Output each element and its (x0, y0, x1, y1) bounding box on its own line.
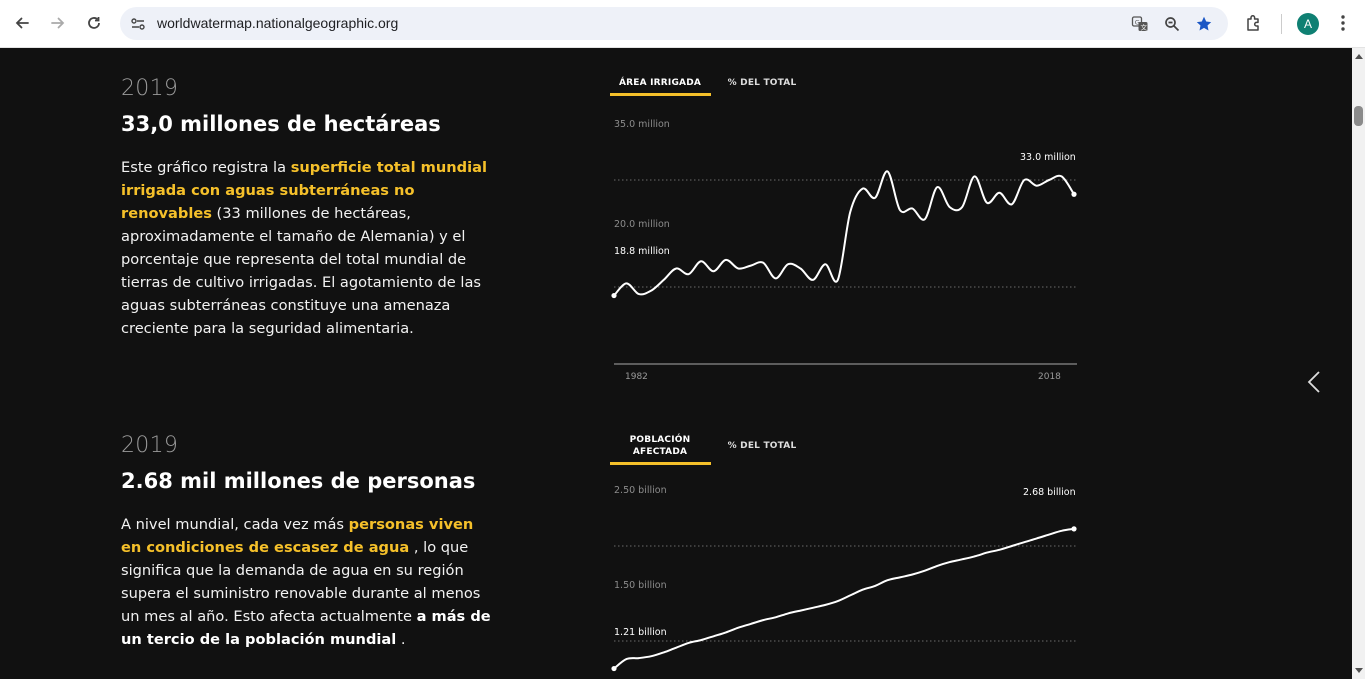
back-icon[interactable] (9, 10, 35, 36)
section-body: Este gráfico registra la superficie tota… (121, 156, 491, 340)
extensions-icon[interactable] (1242, 11, 1266, 35)
tab-percent-total[interactable]: % DEL TOTAL (727, 78, 797, 88)
chevron-left-icon[interactable] (1305, 370, 1323, 394)
body-text-part: (33 millones de hectáreas, aproximadamen… (121, 205, 482, 337)
body-text-part: Este gráfico registra la (121, 159, 291, 176)
body-text-part: , lo que significa que la demanda de agu… (121, 539, 481, 625)
avatar[interactable]: A (1297, 13, 1319, 35)
site-info-icon[interactable] (127, 13, 149, 35)
end-point (1071, 526, 1077, 532)
scroll-down-arrow[interactable] (1355, 668, 1363, 673)
start-value-label: 18.8 million (614, 246, 670, 257)
tab-affected-population[interactable]: POBLACIÓN AFECTADA (629, 435, 691, 457)
scroll-up-arrow[interactable] (1355, 54, 1363, 59)
scroll-thumb[interactable] (1354, 106, 1363, 126)
affected-population-chart (611, 526, 1077, 672)
section-body: A nivel mundial, cada vez más personas v… (121, 513, 491, 651)
zoom-icon[interactable] (1161, 13, 1183, 35)
page-content: 2019 33,0 millones de hectáreas Este grá… (0, 48, 1352, 679)
menu-dots-icon[interactable] (1331, 11, 1355, 35)
body-text-part: A nivel mundial, cada vez más (121, 516, 349, 533)
start-point (611, 665, 617, 672)
scrollbar[interactable] (1352, 48, 1365, 679)
section-year: 2019 (121, 433, 179, 458)
end-point (1071, 191, 1077, 197)
grid-label-bottom: 20.0 million (614, 219, 670, 230)
grid-label-bottom: 1.50 billion (614, 580, 667, 591)
water-scarcity-section: 2019 2.68 mil millones de personas A niv… (121, 433, 501, 651)
section-year: 2019 (121, 76, 179, 101)
data-line (613, 527, 1075, 670)
grid-label-top: 2.50 billion (614, 485, 667, 496)
avatar-letter: A (1303, 17, 1312, 31)
x-tick-label-end: 2018 (1038, 372, 1061, 382)
forward-icon[interactable] (45, 10, 71, 36)
start-point (611, 292, 617, 299)
tab-irrigated-area[interactable]: ÁREA IRRIGADA (618, 78, 702, 88)
start-value-label: 1.21 billion (614, 627, 667, 638)
irrigated-area-section: 2019 33,0 millones de hectáreas Este grá… (121, 76, 501, 340)
url-text[interactable]: worldwatermap.nationalgeographic.org (157, 15, 399, 31)
bookmark-star-icon[interactable] (1193, 13, 1215, 35)
svg-text:G: G (1135, 19, 1140, 27)
end-value-label: 33.0 million (1020, 152, 1076, 163)
x-tick-label-start: 1982 (625, 372, 648, 382)
reload-icon[interactable] (81, 10, 107, 36)
end-value-label: 2.68 billion (1023, 487, 1076, 498)
grid-label-top: 35.0 million (614, 119, 670, 130)
data-line (613, 170, 1075, 297)
body-text-part: . (396, 631, 406, 648)
tab-percent-total[interactable]: % DEL TOTAL (727, 441, 797, 451)
irrigated-area-chart (611, 170, 1077, 365)
section-headline: 33,0 millones de hectáreas (121, 112, 441, 136)
bold-text: a más de un tercio de la población mundi… (121, 608, 491, 648)
highlight-link[interactable]: personas viven en condiciones de escasez… (121, 516, 474, 556)
section-headline: 2.68 mil millones de personas (121, 469, 476, 493)
active-tab-indicator (610, 462, 711, 465)
highlight-link[interactable]: superficie total mundial irrigada con ag… (121, 159, 487, 222)
svg-text:文: 文 (1141, 23, 1148, 32)
toolbar-separator (1281, 14, 1282, 34)
active-tab-indicator (610, 93, 711, 96)
